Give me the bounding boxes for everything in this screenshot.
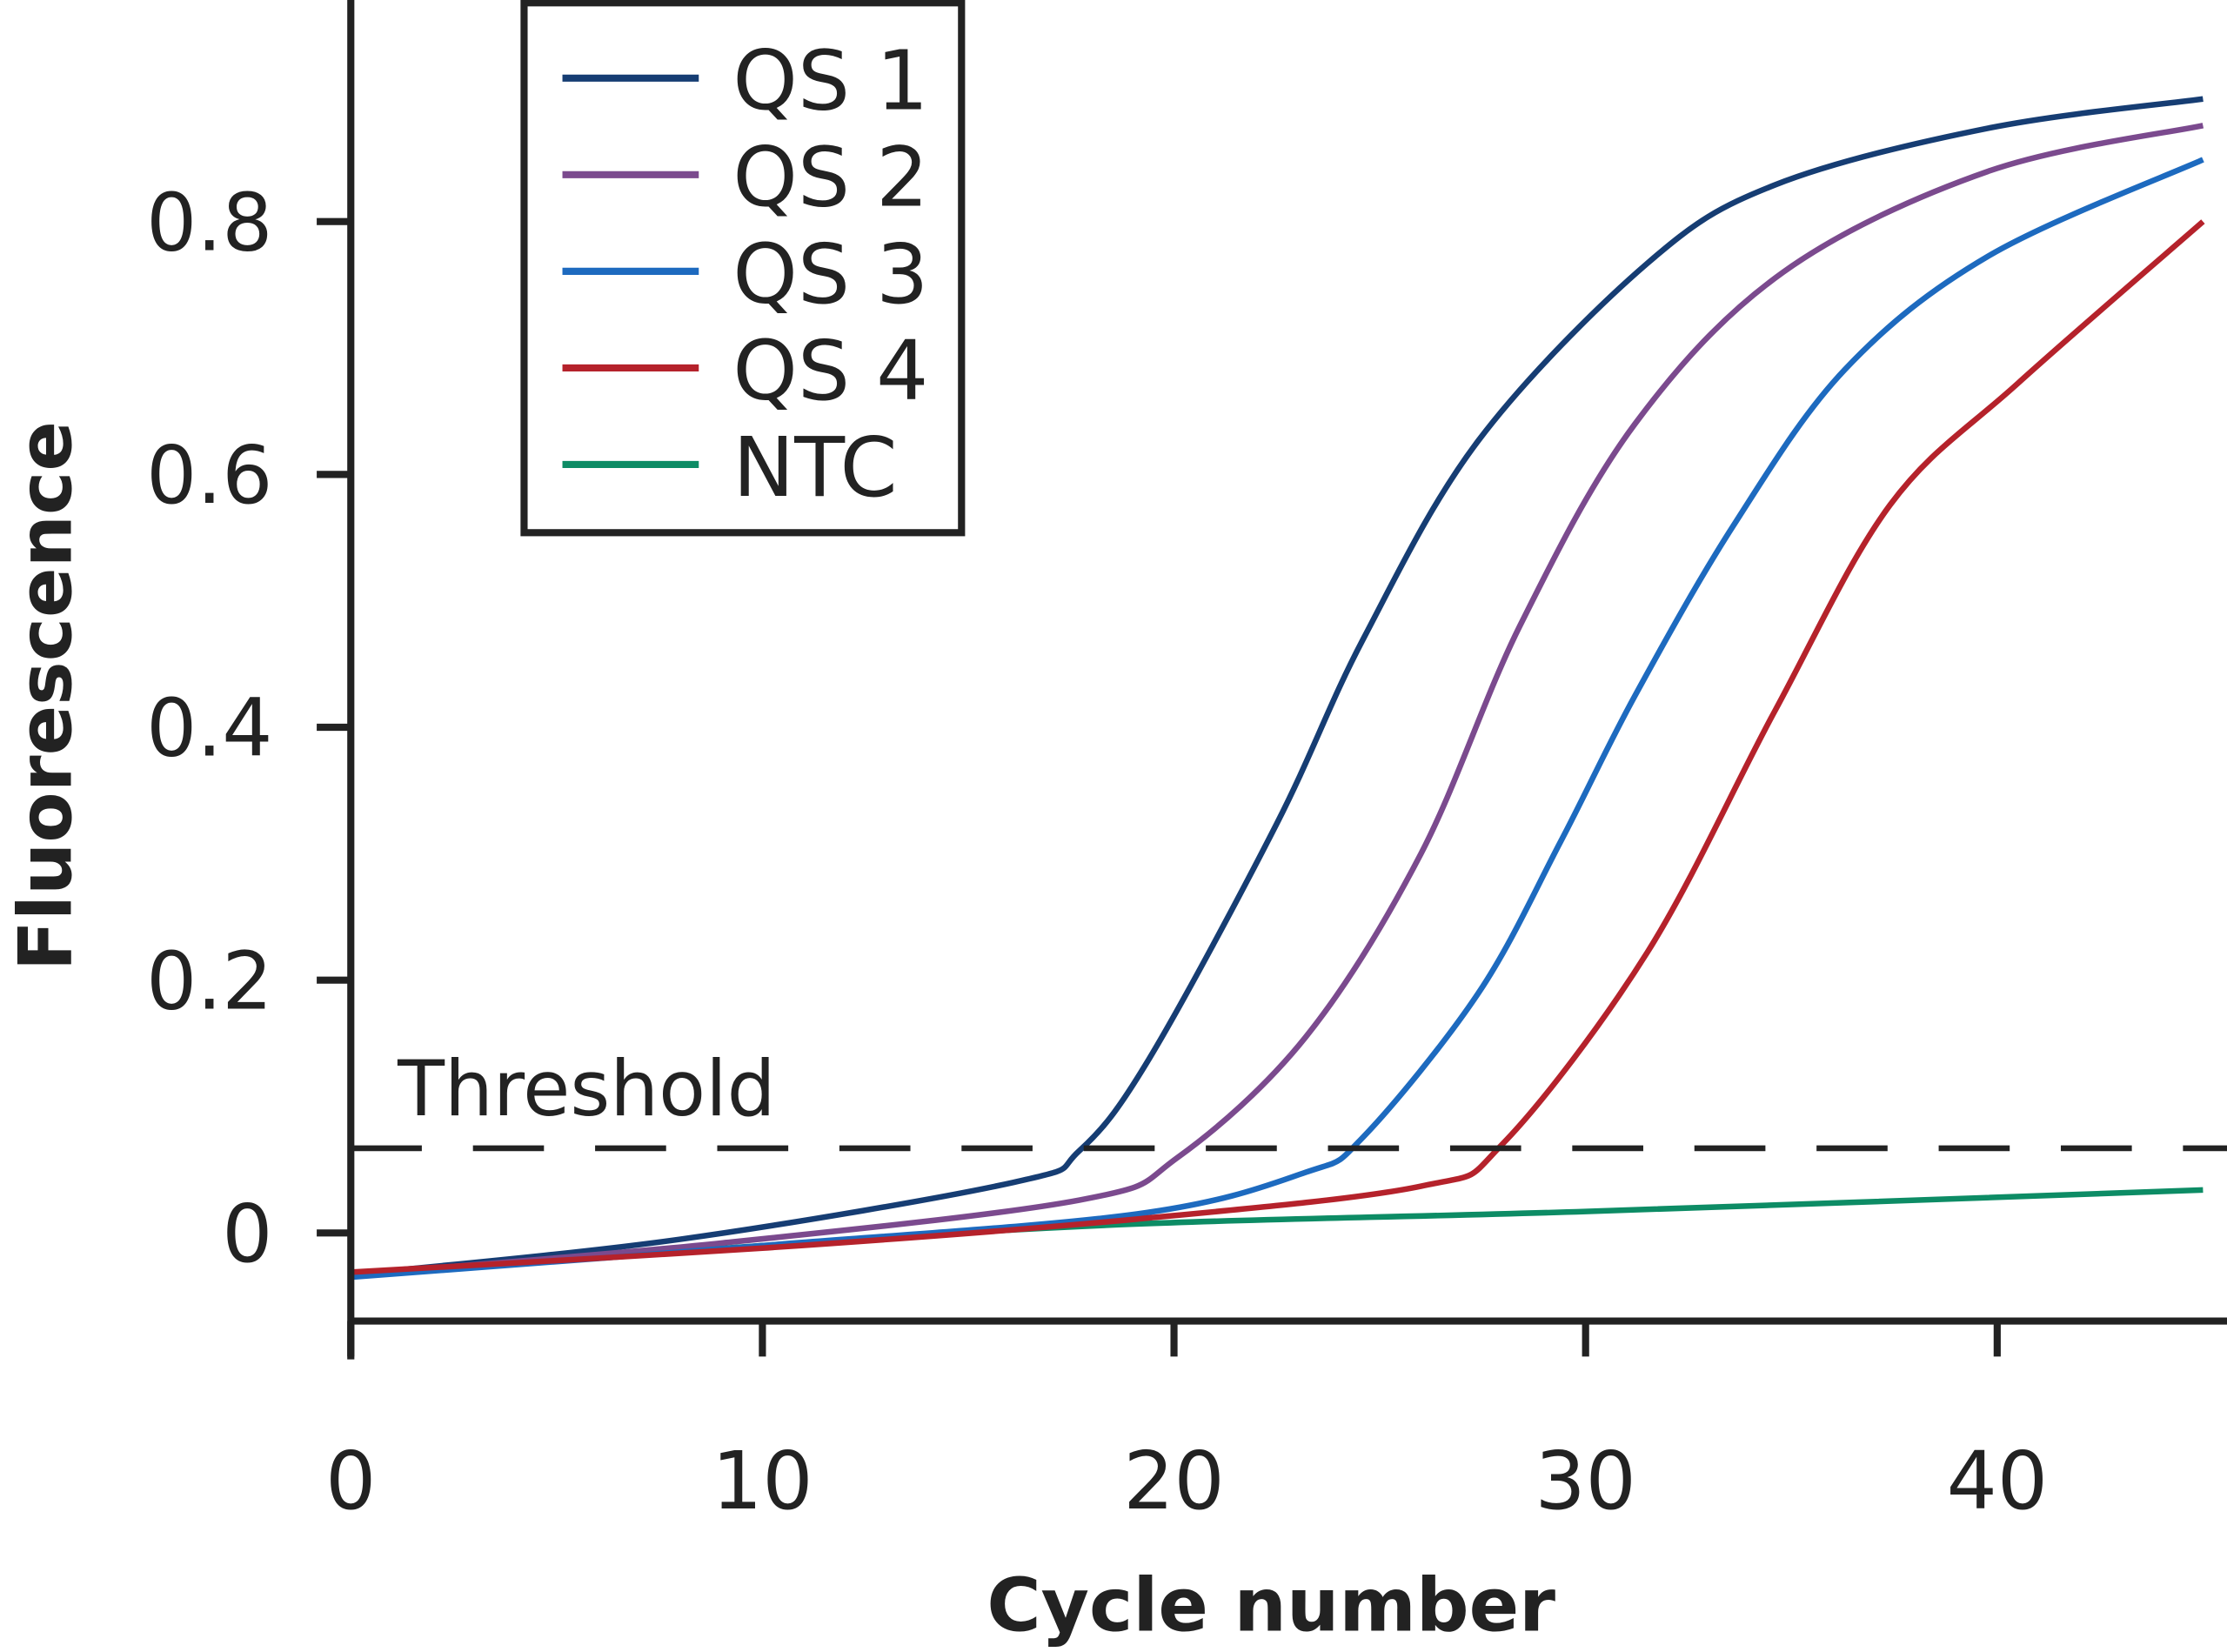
x-tick-label: 30 [1535,1435,1636,1528]
legend-item: QS 1 [562,34,928,130]
series-curves [350,96,2205,1281]
legend-item: QS 2 [562,130,928,226]
y-axis-title: Fluorescence [3,421,90,971]
y-ticks: 0 0.2 0.4 0.6 0.8 [146,176,351,1281]
legend-label: QS 1 [732,34,928,130]
y-tick-label: 0.8 [146,176,272,269]
y-tick-label: 0.6 [146,429,272,522]
legend-item: QS 3 [562,227,928,323]
x-tick-label: 20 [1123,1435,1224,1528]
legend-box [520,0,966,537]
x-tick-label: 0 [325,1435,376,1528]
series-line-qs-3 [351,157,2204,1281]
series-line-qs-1 [350,96,2204,1278]
legend-item: QS 4 [562,324,928,419]
x-tick-label: 40 [1947,1435,2048,1528]
series-line-qs-2 [350,123,2204,1278]
x-ticks: 0 10 20 30 40 [325,1321,2048,1528]
legend-item: NTC [562,420,898,516]
series-line-qs-4 [351,219,2205,1275]
x-axis-title: Cycle number [986,1563,1555,1649]
y-tick-label: 0.4 [146,682,272,775]
legend-label: QS 3 [732,227,928,323]
legend-label: NTC [732,420,897,516]
legend-label: QS 2 [732,130,928,226]
x-tick-label: 10 [712,1435,813,1528]
y-tick-label: 0 [222,1187,272,1281]
threshold-label: Threshold [397,1044,775,1134]
series-line-ntc [351,1187,2204,1278]
legend-label: QS 4 [732,324,928,419]
y-tick-label: 0.2 [146,934,272,1027]
